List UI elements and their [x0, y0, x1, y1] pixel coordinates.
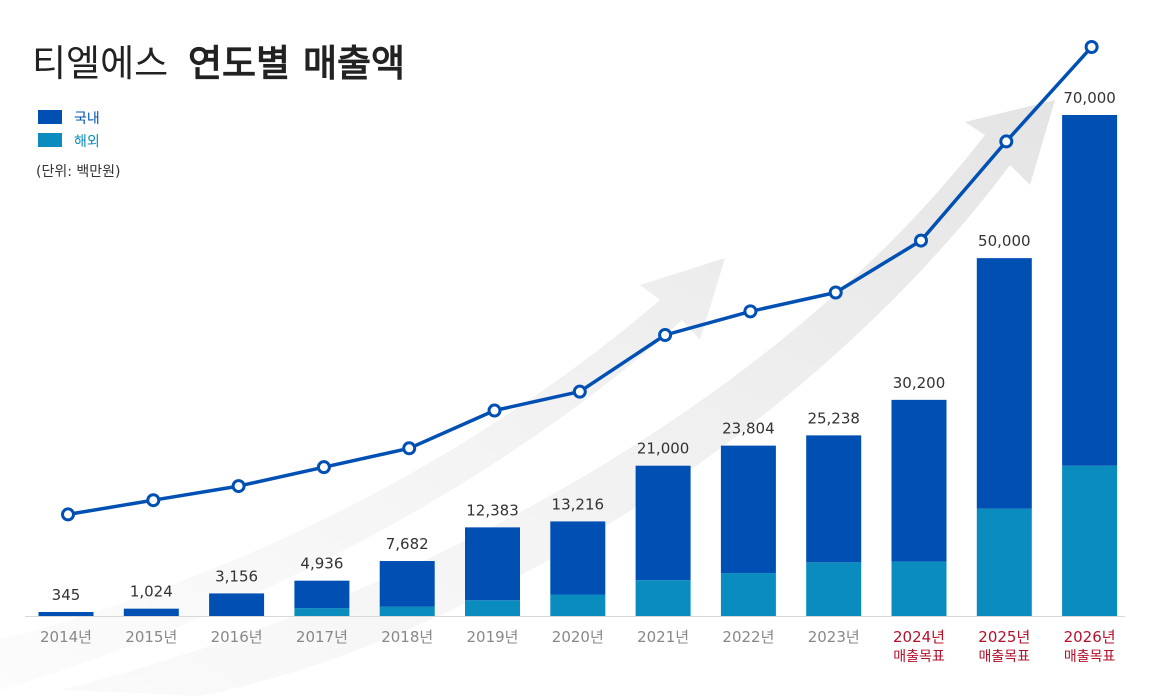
x-tick-label-10: 2024년: [893, 628, 945, 646]
legend-swatch-overseas: [38, 133, 62, 147]
trend-point-9: [828, 285, 843, 300]
x-tick-label-1: 2015년: [125, 628, 177, 646]
x-tick-label-2: 2016년: [211, 628, 263, 646]
trend-point-12: [1084, 40, 1099, 54]
unit-note: (단위: 백만원): [36, 164, 121, 180]
trend-point-4: [402, 441, 417, 456]
x-tick-label-0: 2014년: [40, 628, 92, 646]
chart-title-light: 티엘에스: [32, 42, 168, 85]
bar-domestic-12: [1062, 115, 1118, 466]
bar-domestic-4: [379, 561, 435, 607]
x-tick-label-9: 2023년: [808, 628, 860, 646]
trend-point-7: [658, 327, 673, 342]
trend-point-5: [487, 403, 502, 418]
bar-total-label-3: 4,936: [300, 555, 343, 573]
bar-total-label-1: 1,024: [130, 583, 173, 601]
bar-domestic-10: [891, 399, 947, 562]
chart-title-bold: 연도별 매출액: [188, 42, 405, 85]
bar-domestic-8: [720, 445, 776, 574]
trend-point-11: [999, 134, 1014, 149]
bar-total-label-6: 13,216: [552, 495, 605, 513]
x-tick-label-6: 2020년: [552, 628, 604, 646]
bar-overseas-9: [806, 562, 862, 616]
bar-overseas-3: [294, 608, 350, 616]
x-tick-label-12: 2026년: [1064, 628, 1116, 646]
background-swoosh-arrows: [0, 100, 1055, 696]
trend-point-1: [146, 493, 161, 508]
bar-total-label-8: 23,804: [722, 420, 775, 438]
bar-total-label-0: 345: [52, 586, 81, 604]
bar-domestic-9: [806, 435, 862, 563]
x-tick-label-3: 2017년: [296, 628, 348, 646]
legend-swatch-domestic: [38, 110, 62, 124]
bar-total-label-12: 70,000: [1063, 89, 1116, 107]
trend-point-2: [231, 479, 246, 494]
bar-overseas-4: [379, 606, 435, 616]
x-tick-sublabel-10: 매출목표: [893, 649, 945, 665]
legend-label-domestic: 국내: [74, 111, 100, 127]
trend-point-6: [572, 384, 587, 399]
bar-total-label-11: 50,000: [978, 232, 1031, 250]
x-tick-sublabel-12: 매출목표: [1064, 649, 1116, 665]
bar-total-label-7: 21,000: [637, 440, 690, 458]
bar-domestic-11: [976, 258, 1032, 509]
x-tick-label-7: 2021년: [637, 628, 689, 646]
bar-total-label-9: 25,238: [807, 409, 860, 427]
legend-label-overseas: 해외: [74, 134, 100, 150]
bar-domestic-7: [635, 465, 691, 581]
bar-domestic-3: [294, 580, 350, 609]
bar-domestic-0: [38, 612, 94, 616]
trend-point-8: [743, 304, 758, 319]
trend-point-0: [61, 507, 75, 522]
trend-point-10: [914, 233, 928, 248]
legend: 국내 해외: [38, 110, 100, 150]
bar-domestic-1: [123, 608, 179, 616]
labels-layer: 345 2014년 1,024 2015년 3,156 2016년 4,936 2017년 7,…: [40, 89, 1116, 665]
bar-total-label-10: 30,200: [893, 374, 946, 392]
bar-overseas-12: [1062, 465, 1118, 616]
trend-line-layer: [61, 40, 1099, 522]
bar-domestic-6: [550, 521, 606, 595]
x-tick-label-11: 2025년: [978, 628, 1030, 646]
bar-overseas-6: [550, 594, 606, 616]
bars-layer: [25, 115, 1125, 617]
bar-domestic-5: [465, 527, 520, 601]
bar-overseas-10: [891, 561, 947, 616]
x-tick-label-4: 2018년: [381, 628, 433, 646]
bar-overseas-11: [976, 508, 1032, 616]
bar-total-label-2: 3,156: [215, 567, 258, 585]
bar-total-label-5: 12,383: [466, 501, 519, 519]
bar-total-label-4: 7,682: [386, 535, 429, 553]
x-tick-label-5: 2019년: [467, 628, 519, 646]
chart-title: 티엘에스 연도별 매출액: [32, 42, 405, 85]
bar-domestic-2: [209, 593, 265, 616]
bar-overseas-5: [465, 600, 520, 616]
trend-point-3: [316, 460, 331, 475]
x-tick-sublabel-11: 매출목표: [979, 649, 1031, 665]
x-tick-label-8: 2022년: [722, 628, 774, 646]
bar-overseas-8: [720, 573, 776, 616]
bar-overseas-7: [635, 580, 691, 616]
